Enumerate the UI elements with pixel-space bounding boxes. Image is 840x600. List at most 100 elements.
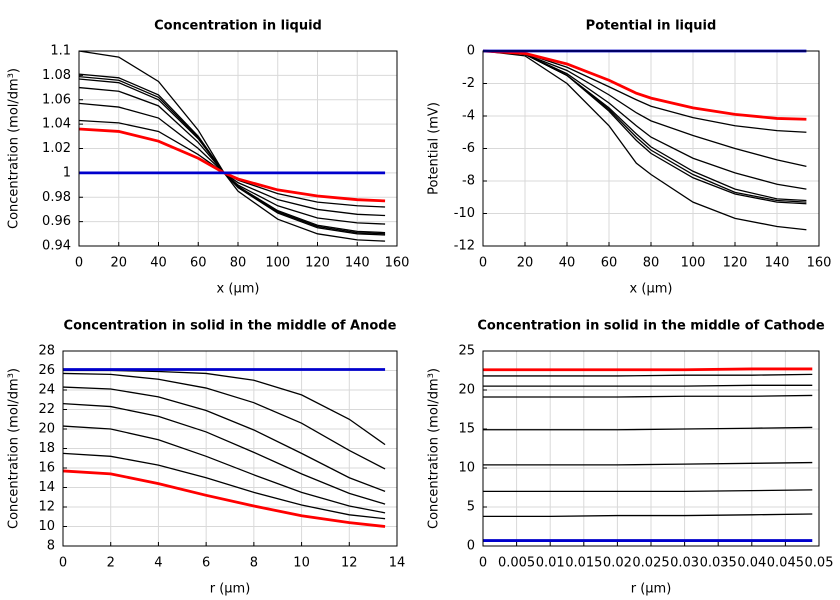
- y-tick-label: 16: [38, 461, 55, 476]
- x-tick-label: 80: [643, 256, 660, 271]
- x-tick-label: 12: [341, 556, 358, 571]
- x-tick-label: 160: [807, 256, 832, 271]
- x-tick-label: 0: [479, 556, 487, 571]
- y-tick-label: 0: [467, 44, 475, 59]
- x-tick-label: 14: [389, 556, 406, 571]
- data-line: [483, 394, 813, 398]
- y-tick-label: 15: [458, 422, 475, 437]
- x-tick-label: 0.035: [700, 556, 737, 571]
- y-axis-label: Concentration (mol/dm³): [427, 368, 442, 529]
- y-tick-label: -4: [462, 109, 475, 124]
- data-line: [482, 49, 807, 121]
- x-tick-label: 8: [250, 556, 258, 571]
- data-line: [78, 73, 386, 236]
- data-line: [62, 403, 386, 505]
- data-line: [482, 50, 807, 202]
- x-tick-label: 0.03: [670, 556, 699, 571]
- y-tick-label: 0.96: [42, 214, 71, 229]
- x-tick-label: 40: [559, 256, 576, 271]
- y-tick-label: 0.98: [42, 190, 71, 205]
- data-line: [483, 513, 813, 518]
- data-line: [62, 425, 386, 514]
- x-tick-label: 2: [107, 556, 115, 571]
- data-line: [78, 127, 386, 203]
- y-tick-label: 1.06: [42, 92, 71, 107]
- x-tick-label: 0.01: [536, 556, 565, 571]
- x-tick-label: 0: [479, 256, 487, 271]
- y-tick-label: 1.04: [42, 117, 71, 132]
- plot-frame: [482, 50, 820, 247]
- x-tick-label: 0: [59, 556, 67, 571]
- data-line: [62, 452, 386, 520]
- data-line: [78, 86, 386, 225]
- y-axis-label: Potential (mV): [427, 102, 442, 195]
- y-tick-label: 1.02: [42, 141, 71, 156]
- x-tick-label: 20: [110, 256, 127, 271]
- x-tick-label: 0.025: [632, 556, 669, 571]
- y-tick-label: -2: [462, 76, 475, 91]
- x-tick-label: 0.005: [498, 556, 535, 571]
- plot-frame: [482, 350, 820, 547]
- data-line: [62, 386, 386, 493]
- y-tick-label: 20: [38, 422, 55, 437]
- x-tick-label: 100: [265, 256, 290, 271]
- data-line: [482, 50, 807, 133]
- x-tick-label: 60: [190, 256, 207, 271]
- x-tick-label: 140: [765, 256, 790, 271]
- data-line: [62, 372, 386, 470]
- x-tick-label: 4: [154, 556, 162, 571]
- y-tick-label: -6: [462, 141, 475, 156]
- x-tick-label: 0: [75, 256, 83, 271]
- x-axis-label: x (µm): [630, 282, 673, 297]
- x-tick-label: 160: [385, 256, 410, 271]
- x-tick-label: 0.02: [603, 556, 632, 571]
- y-tick-label: 8: [47, 539, 55, 554]
- plot-frame: [78, 50, 398, 247]
- x-tick-label: 120: [723, 256, 748, 271]
- data-line: [78, 78, 386, 234]
- x-tick-label: 20: [517, 256, 534, 271]
- data-line: [483, 461, 813, 466]
- y-tick-label: 26: [38, 363, 55, 378]
- y-tick-label: 24: [38, 383, 55, 398]
- y-tick-label: 1.1: [50, 44, 71, 59]
- y-tick-label: -12: [454, 239, 475, 254]
- data-line: [482, 50, 807, 205]
- y-tick-label: 28: [38, 344, 55, 359]
- data-line: [63, 369, 386, 446]
- x-tick-label: 60: [601, 256, 618, 271]
- x-axis-label: r (µm): [631, 582, 672, 597]
- x-tick-label: 40: [150, 256, 167, 271]
- y-axis-label: Concentration (mol/dm³): [7, 68, 22, 229]
- y-tick-label: 10: [38, 519, 55, 534]
- chart-title: Concentration in liquid: [154, 19, 322, 34]
- y-tick-label: 1.08: [42, 68, 71, 83]
- chart-title: Concentration in solid in the middle of …: [477, 319, 825, 334]
- y-tick-label: 1: [63, 165, 71, 180]
- x-tick-label: 100: [681, 256, 706, 271]
- x-tick-label: 10: [293, 556, 310, 571]
- data-line: [482, 50, 807, 231]
- x-tick-label: 6: [202, 556, 210, 571]
- plot-frame: [62, 350, 398, 547]
- x-axis-label: r (µm): [210, 582, 251, 597]
- x-axis-label: x (µm): [217, 282, 260, 297]
- x-tick-label: 0.05: [805, 556, 834, 571]
- y-tick-label: -8: [462, 174, 475, 189]
- data-line: [483, 489, 813, 493]
- y-tick-label: 20: [458, 383, 475, 398]
- y-tick-label: 0: [467, 539, 475, 554]
- y-tick-label: 10: [458, 461, 475, 476]
- x-tick-label: 0.015: [565, 556, 602, 571]
- y-axis-label: Concentration (mol/dm³): [7, 368, 22, 529]
- y-tick-label: 5: [467, 500, 475, 515]
- x-tick-label: 0.04: [737, 556, 766, 571]
- chart-title: Concentration in solid in the middle of …: [64, 319, 397, 334]
- x-tick-label: 80: [230, 256, 247, 271]
- x-tick-label: 120: [305, 256, 330, 271]
- data-line: [483, 426, 813, 431]
- data-line: [482, 50, 807, 168]
- chart-title: Potential in liquid: [586, 19, 717, 34]
- data-line: [483, 384, 813, 387]
